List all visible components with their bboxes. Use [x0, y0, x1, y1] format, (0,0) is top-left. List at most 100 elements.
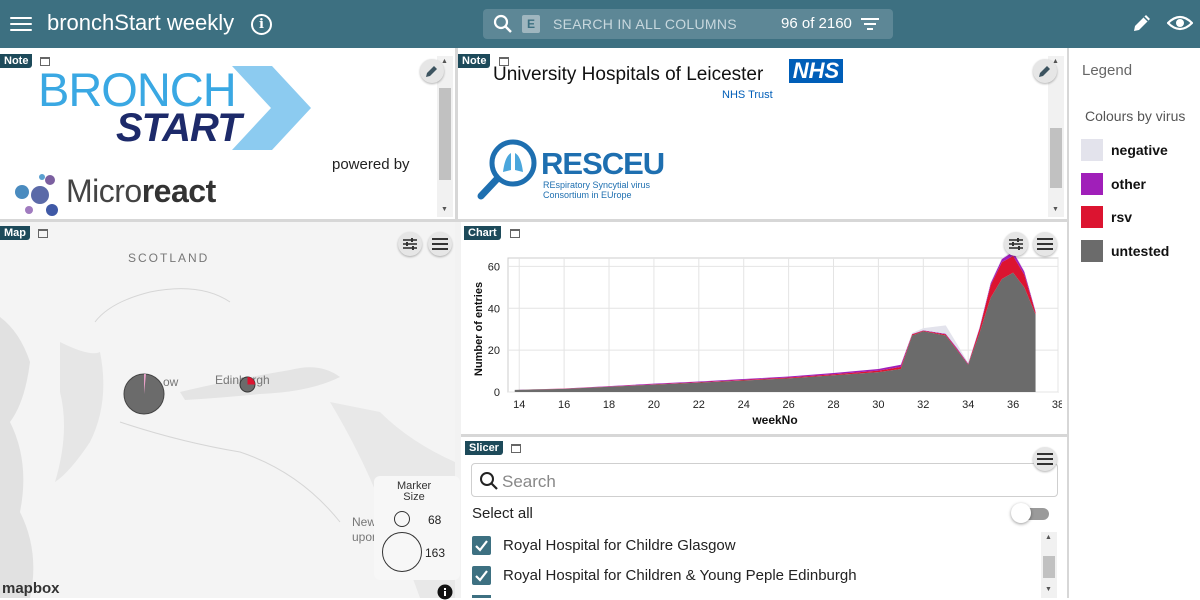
map-controls-button[interactable]	[398, 232, 422, 256]
x-tick-label: 36	[1007, 399, 1019, 411]
info-icon[interactable]	[437, 584, 453, 600]
panel-tag-chart: Chart	[464, 226, 501, 240]
microreact-logo-icon	[15, 174, 58, 216]
hamburger-menu-icon[interactable]	[10, 13, 32, 35]
search-icon	[493, 14, 512, 33]
marker-size-circles	[382, 511, 422, 572]
x-tick-label: 30	[872, 399, 884, 411]
legend-item-other[interactable]: other	[1081, 173, 1196, 195]
x-tick-label: 16	[558, 399, 570, 411]
x-tick-label: 14	[513, 399, 525, 411]
map-label-upon: upon	[352, 530, 379, 544]
slicer-item-partial	[472, 595, 491, 598]
panel-divider[interactable]	[1067, 48, 1069, 598]
slicer-search-input[interactable]: Search	[471, 463, 1058, 497]
slicer-scrollbar[interactable]: ▲ ▼	[1041, 532, 1057, 598]
scroll-down-icon[interactable]: ▼	[441, 206, 448, 213]
slicer-menu-button[interactable]	[1033, 447, 1057, 471]
uhl-logo-text: University Hospitals of Leicester	[493, 64, 764, 85]
x-tick-label: 34	[962, 399, 974, 411]
info-icon[interactable]: i	[251, 14, 272, 35]
select-all-label: Select all	[472, 505, 533, 522]
checkbox[interactable]	[472, 536, 491, 555]
legend-title: Legend	[1082, 62, 1133, 79]
scroll-up-icon[interactable]: ▲	[1052, 58, 1059, 65]
search-input[interactable]: SEARCH IN ALL COLUMNS	[553, 16, 737, 32]
nhs-trust-label: NHS Trust	[722, 89, 773, 101]
glasgow-pie-marker[interactable]	[123, 373, 165, 415]
marker-size-large-value: 163	[425, 546, 446, 560]
x-tick-label: 26	[782, 399, 794, 411]
filter-icon[interactable]	[860, 17, 880, 31]
note-panel-bronchstart	[0, 48, 455, 219]
edit-note-button[interactable]	[420, 59, 444, 83]
area-series-untested	[514, 272, 1036, 392]
pencil-icon	[426, 66, 437, 77]
sliders-icon	[1009, 238, 1023, 250]
column-selector-badge[interactable]: E	[522, 15, 540, 33]
magnifier-lungs-icon	[477, 139, 537, 200]
x-tick-label: 22	[693, 399, 705, 411]
edinburgh-pie-marker[interactable]	[239, 376, 256, 393]
pencil-icon	[1039, 66, 1050, 77]
y-tick-label: 60	[488, 261, 500, 273]
microreact-logo-text: Microreact	[66, 173, 216, 209]
checkbox[interactable]	[472, 566, 491, 585]
chart-menu-button[interactable]	[1033, 232, 1057, 256]
y-tick-label: 40	[488, 303, 500, 315]
window-icon[interactable]	[40, 57, 50, 66]
x-axis-label: weekNo	[751, 413, 797, 427]
marker-size-title: Marker Size	[397, 480, 432, 503]
menu-icon	[1037, 453, 1053, 465]
edit-note-button[interactable]	[1033, 59, 1057, 83]
x-tick-label: 28	[827, 399, 839, 411]
scroll-up-icon[interactable]: ▲	[1045, 534, 1052, 541]
top-bar: bronchStart weekly i E SEARCH IN ALL COL…	[0, 0, 1200, 48]
note-scrollbar[interactable]: ▲ ▼	[1048, 56, 1064, 217]
legend-item-untested[interactable]: untested	[1081, 240, 1196, 262]
legend-item-rsv[interactable]: rsv	[1081, 206, 1196, 228]
map-menu-button[interactable]	[428, 232, 452, 256]
marker-size-legend	[374, 476, 460, 580]
search-bar[interactable]: E SEARCH IN ALL COLUMNS 96 of 2160	[483, 9, 893, 39]
window-icon[interactable]	[511, 444, 521, 453]
menu-icon	[1037, 238, 1053, 250]
panel-tag-note: Note	[458, 54, 491, 68]
weekly-entries-chart[interactable]: 14 16 18 20 22 24 26 28 30 32 34 36 38 0 20 40 60 weekNo N…	[462, 252, 1062, 432]
eye-icon[interactable]	[1167, 12, 1193, 34]
slicer-search-placeholder: Search	[502, 472, 556, 491]
scroll-down-icon[interactable]: ▼	[1045, 586, 1052, 593]
window-icon[interactable]	[38, 229, 48, 238]
mapbox-attribution[interactable]: mapbox	[2, 580, 60, 597]
note-scrollbar[interactable]: ▲ ▼	[437, 56, 453, 217]
powered-by-label: powered by	[332, 156, 410, 173]
map-label-glasgow: ow	[163, 375, 179, 389]
panel-divider[interactable]	[458, 434, 1067, 437]
window-icon[interactable]	[510, 229, 520, 238]
legend-item-negative[interactable]: negative	[1081, 139, 1196, 161]
menu-icon	[432, 238, 448, 250]
select-all-toggle[interactable]	[1011, 503, 1049, 523]
panel-tag-slicer: Slicer	[465, 441, 503, 455]
x-tick-label: 18	[603, 399, 615, 411]
marker-size-small-value: 68	[428, 513, 442, 527]
checkmark-icon	[475, 570, 488, 582]
scroll-down-icon[interactable]: ▼	[1052, 206, 1059, 213]
sliders-icon	[403, 238, 417, 250]
window-icon[interactable]	[499, 57, 509, 66]
chart-controls-button[interactable]	[1004, 232, 1028, 256]
chevron-logo-icon	[232, 66, 311, 150]
scroll-up-icon[interactable]: ▲	[441, 58, 448, 65]
resceu-subtitle: REspiratory Syncytial virus Consortium in…	[543, 180, 651, 200]
panel-tag-note: Note	[0, 54, 33, 68]
panel-divider[interactable]	[0, 219, 1067, 222]
legend-swatch	[1081, 206, 1103, 228]
x-tick-label: 20	[648, 399, 660, 411]
bronchstart-logo-subtext: START	[116, 106, 242, 150]
y-axis-label: Number of entries	[473, 282, 485, 376]
x-tick-label: 32	[917, 399, 929, 411]
search-icon	[480, 472, 498, 490]
pencil-icon[interactable]	[1131, 12, 1153, 34]
y-tick-label: 0	[494, 387, 500, 399]
x-tick-label: 38	[1052, 399, 1062, 411]
